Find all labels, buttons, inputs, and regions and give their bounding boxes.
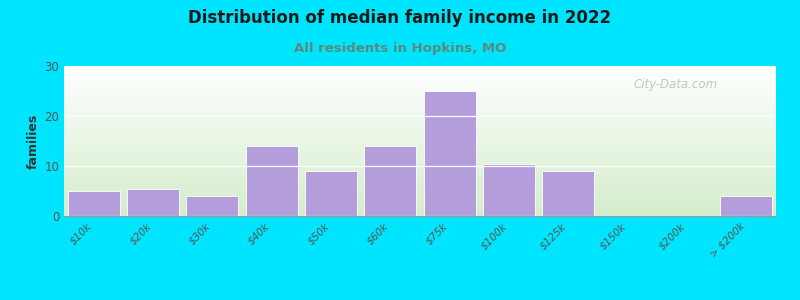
Bar <box>423 91 476 216</box>
Text: Distribution of median family income in 2022: Distribution of median family income in … <box>189 9 611 27</box>
Bar <box>127 188 179 216</box>
Bar <box>483 164 535 216</box>
Text: City-Data.com: City-Data.com <box>634 78 718 91</box>
Y-axis label: families: families <box>27 113 40 169</box>
Bar <box>186 196 238 216</box>
Bar <box>67 191 120 216</box>
Bar <box>364 146 417 216</box>
Bar <box>542 171 594 216</box>
Bar <box>305 171 357 216</box>
Bar <box>246 146 298 216</box>
Bar <box>720 196 773 216</box>
Text: All residents in Hopkins, MO: All residents in Hopkins, MO <box>294 42 506 55</box>
